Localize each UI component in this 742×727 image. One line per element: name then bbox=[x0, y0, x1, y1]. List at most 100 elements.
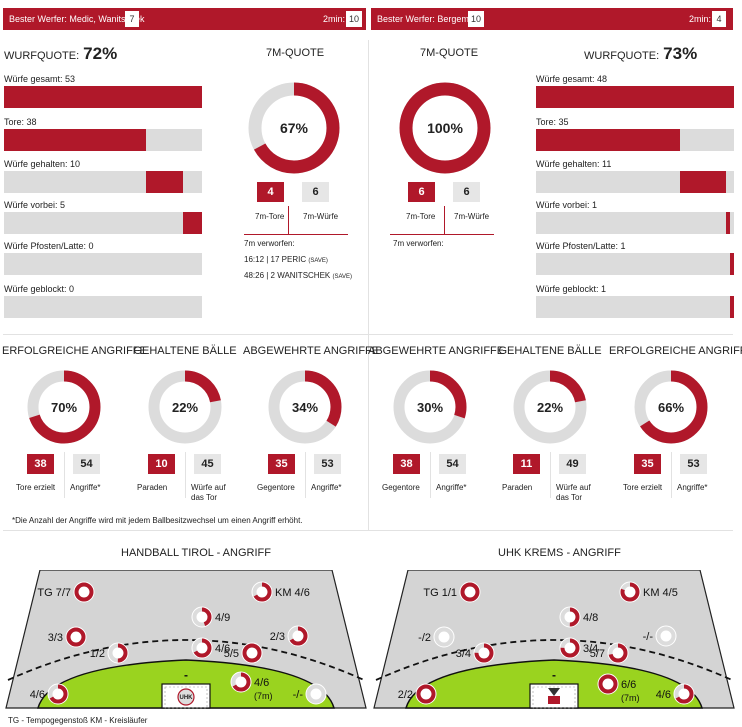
zone-ring-fill bbox=[252, 582, 272, 602]
mid-value-b: 54 bbox=[73, 454, 100, 474]
footnote: *Die Anzahl der Angriffe wird mit jedem … bbox=[12, 516, 303, 525]
zone-label: 3/3 bbox=[48, 632, 63, 644]
stat-bar-fill bbox=[536, 129, 681, 151]
zone-ring-fill bbox=[48, 684, 68, 704]
mid-label-b: Würfe auf das Tor bbox=[556, 483, 591, 502]
team-logo-icon bbox=[177, 688, 195, 706]
mid-donut: 22% bbox=[513, 370, 587, 444]
stat-bar-fill bbox=[725, 212, 730, 234]
free-throw-line bbox=[7, 639, 365, 681]
zone-label: 5/7 bbox=[590, 648, 605, 660]
zone-ring-fill bbox=[288, 626, 308, 646]
court-right: -TG 1/1 KM 4/54/8-/2 -/-3/4 3/45/76/6(7m)2/… bbox=[373, 570, 735, 709]
zone-ring-track bbox=[306, 684, 326, 704]
wurfquote-value: 73% bbox=[663, 44, 698, 63]
zone-ring-fill bbox=[66, 627, 86, 647]
seven-m-rule bbox=[288, 206, 289, 234]
zone-label: 4/6 bbox=[656, 689, 671, 701]
zone-ring-fill bbox=[192, 638, 212, 658]
zone-label: TG 7/7 bbox=[37, 587, 71, 599]
mid-label-a: Gegentore bbox=[382, 483, 420, 492]
wurfquote-label: Wurfquote: bbox=[4, 50, 80, 62]
mid-value-b: 53 bbox=[680, 454, 707, 474]
mid-value-b: 54 bbox=[439, 454, 466, 474]
seven-m-rule bbox=[444, 206, 445, 234]
mid-donut: 70% bbox=[27, 370, 101, 444]
stat-label: Würfe geblockt: 1 bbox=[536, 284, 607, 294]
seven-m-rule bbox=[244, 234, 348, 235]
wurfquote-label: Wurfquote: bbox=[584, 50, 660, 62]
donut-fill bbox=[393, 370, 467, 444]
best-scorer-value: 7 bbox=[125, 11, 139, 27]
stat-bar-track bbox=[536, 129, 734, 151]
mid-donut: 30% bbox=[393, 370, 467, 444]
stat-bar-track bbox=[4, 129, 202, 151]
stat-bar-track bbox=[536, 86, 734, 108]
seven-m-tore-box: 6 bbox=[408, 182, 435, 202]
mid-separator bbox=[64, 452, 65, 498]
mid-donut: 22% bbox=[148, 370, 222, 444]
seven-m-title: 7M-Quote bbox=[420, 47, 479, 59]
zone-ring-fill bbox=[598, 674, 618, 694]
mid-donut: 66% bbox=[634, 370, 708, 444]
mid-value-b: 49 bbox=[559, 454, 586, 474]
mid-value-a: 11 bbox=[513, 454, 540, 474]
donut-fill bbox=[148, 370, 222, 444]
stat-label: Würfe Pfosten/Latte: 1 bbox=[536, 241, 626, 251]
zone-ring-fill bbox=[242, 643, 262, 663]
mid-donut: 34% bbox=[268, 370, 342, 444]
donut-fill bbox=[248, 82, 340, 174]
seven-m-wuerfe-box: 6 bbox=[453, 182, 480, 202]
zone-label: -/- bbox=[293, 689, 304, 701]
mid-separator bbox=[185, 452, 186, 498]
stat-label: Würfe Pfosten/Latte: 0 bbox=[4, 241, 94, 251]
zone-ring-fill bbox=[620, 582, 640, 602]
seven-m-tore-box: 4 bbox=[257, 182, 284, 202]
zone-ring-fill bbox=[416, 684, 436, 704]
zone-ring-fill bbox=[108, 643, 128, 663]
mid-value-a: 10 bbox=[148, 454, 175, 474]
mid-label-a: Gegentore bbox=[257, 483, 295, 492]
mid-stat-title: Gehaltene Bälle bbox=[498, 345, 602, 357]
court-title-right: UHK Krems - Angriff bbox=[498, 547, 621, 559]
zone-ring-fill bbox=[474, 643, 494, 663]
zone-label: KM 4/6 bbox=[275, 587, 310, 599]
court-title-left: Handball Tirol - Angriff bbox=[121, 547, 271, 559]
seven-m-wuerfe-label: 7m-Würfe bbox=[303, 212, 339, 221]
center-divider bbox=[368, 40, 369, 530]
mid-stat-title: Abgewehrte Angriffe bbox=[368, 345, 505, 357]
stat-label: Würfe vorbei: 5 bbox=[4, 200, 66, 210]
zone-label: 4/9 bbox=[215, 612, 230, 624]
stat-bar-track bbox=[4, 296, 202, 318]
seven-m-wuerfe-label: 7m-Würfe bbox=[454, 212, 490, 221]
mid-value-b: 53 bbox=[314, 454, 341, 474]
zone-label: TG 1/1 bbox=[423, 587, 457, 599]
mid-value-a: 35 bbox=[268, 454, 295, 474]
mid-label-b: Würfe auf das Tor bbox=[191, 483, 226, 502]
zone-label: -/2 bbox=[418, 632, 431, 644]
mid-label-b: Angriffe* bbox=[70, 483, 101, 492]
seven-m-verworfen-label: 7m verworfen: bbox=[244, 239, 295, 248]
zone-label: 4/8 bbox=[583, 612, 598, 624]
two-min-value: 4 bbox=[712, 11, 726, 27]
seven-m-donut-right: 100% bbox=[399, 82, 491, 174]
stat-bar-fill bbox=[729, 253, 734, 275]
zone-sublabel: (7m) bbox=[621, 693, 640, 703]
goal-dash: - bbox=[552, 668, 556, 682]
seven-m-miss: 16:12 | 17 PERIC (SAVE) bbox=[244, 255, 328, 264]
mid-label-a: Paraden bbox=[502, 483, 533, 492]
zone-ring-fill bbox=[192, 607, 212, 627]
zone-label: KM 4/5 bbox=[643, 587, 678, 599]
mid-separator bbox=[430, 452, 431, 498]
donut-percent: 100% bbox=[427, 120, 463, 136]
mid-value-a: 38 bbox=[27, 454, 54, 474]
zone-ring-fill bbox=[74, 582, 94, 602]
zone-ring-track bbox=[656, 626, 676, 646]
mid-value-a: 35 bbox=[634, 454, 661, 474]
mid-value-a: 38 bbox=[393, 454, 420, 474]
stat-bar-track bbox=[4, 86, 202, 108]
mid-label-b: Angriffe* bbox=[436, 483, 467, 492]
header-bar-left: Bester Werfer: Medic, Wanitschek 7 2min:… bbox=[3, 8, 366, 30]
mid-stat-title: Erfolgreiche Angriffe bbox=[2, 345, 147, 357]
zone-sublabel: (7m) bbox=[254, 691, 273, 701]
